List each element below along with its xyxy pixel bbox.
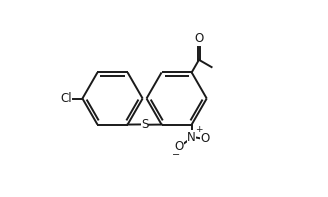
Text: Cl: Cl	[61, 92, 72, 105]
Text: N: N	[187, 131, 196, 144]
Text: S: S	[141, 118, 148, 131]
Text: O: O	[200, 132, 210, 145]
Text: O: O	[194, 32, 204, 45]
Text: +: +	[195, 125, 203, 134]
Text: O: O	[174, 140, 184, 153]
Text: −: −	[172, 150, 180, 160]
